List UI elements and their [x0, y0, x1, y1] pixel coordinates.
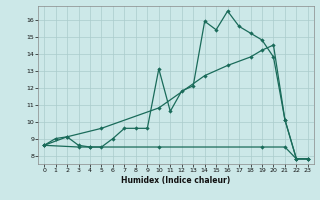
- X-axis label: Humidex (Indice chaleur): Humidex (Indice chaleur): [121, 176, 231, 185]
